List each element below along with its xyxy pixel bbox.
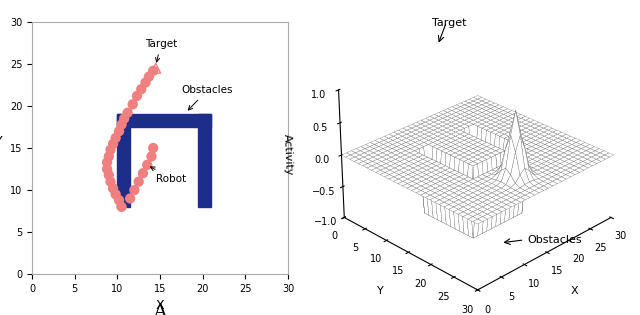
Point <box>122 110 132 115</box>
Point <box>125 196 135 201</box>
Bar <box>117 114 130 207</box>
Point <box>129 187 140 192</box>
Point <box>134 179 144 184</box>
Point <box>138 171 148 176</box>
Y-axis label: Y: Y <box>0 135 3 148</box>
Text: A: A <box>154 303 166 315</box>
Text: Obstacles: Obstacles <box>181 85 233 110</box>
Y-axis label: Y: Y <box>378 286 384 296</box>
Point <box>104 154 114 159</box>
Point <box>144 74 154 79</box>
Point <box>108 186 118 191</box>
Point <box>116 122 127 127</box>
Point <box>148 68 158 73</box>
X-axis label: X: X <box>156 299 164 312</box>
Point <box>106 179 116 184</box>
Text: Target: Target <box>145 39 177 62</box>
Point <box>102 160 112 165</box>
Point <box>127 102 138 107</box>
Point <box>132 94 142 99</box>
X-axis label: X: X <box>571 286 579 296</box>
Point <box>111 135 121 140</box>
Point <box>116 204 127 209</box>
Text: Robot: Robot <box>150 167 186 184</box>
Bar <box>198 114 211 207</box>
Point <box>119 116 129 121</box>
Point <box>102 167 112 172</box>
Bar <box>117 114 211 127</box>
Text: Obstacles: Obstacles <box>527 235 582 245</box>
Point <box>114 198 124 203</box>
Point <box>114 129 124 134</box>
Point <box>147 154 157 159</box>
Point <box>111 192 121 197</box>
Point <box>136 87 147 92</box>
Point <box>148 146 158 151</box>
Text: Target: Target <box>433 18 467 28</box>
Point <box>104 172 114 177</box>
Point <box>106 147 116 152</box>
Point <box>150 66 161 71</box>
Point <box>140 80 150 85</box>
Point <box>142 162 152 167</box>
Point <box>108 141 118 146</box>
